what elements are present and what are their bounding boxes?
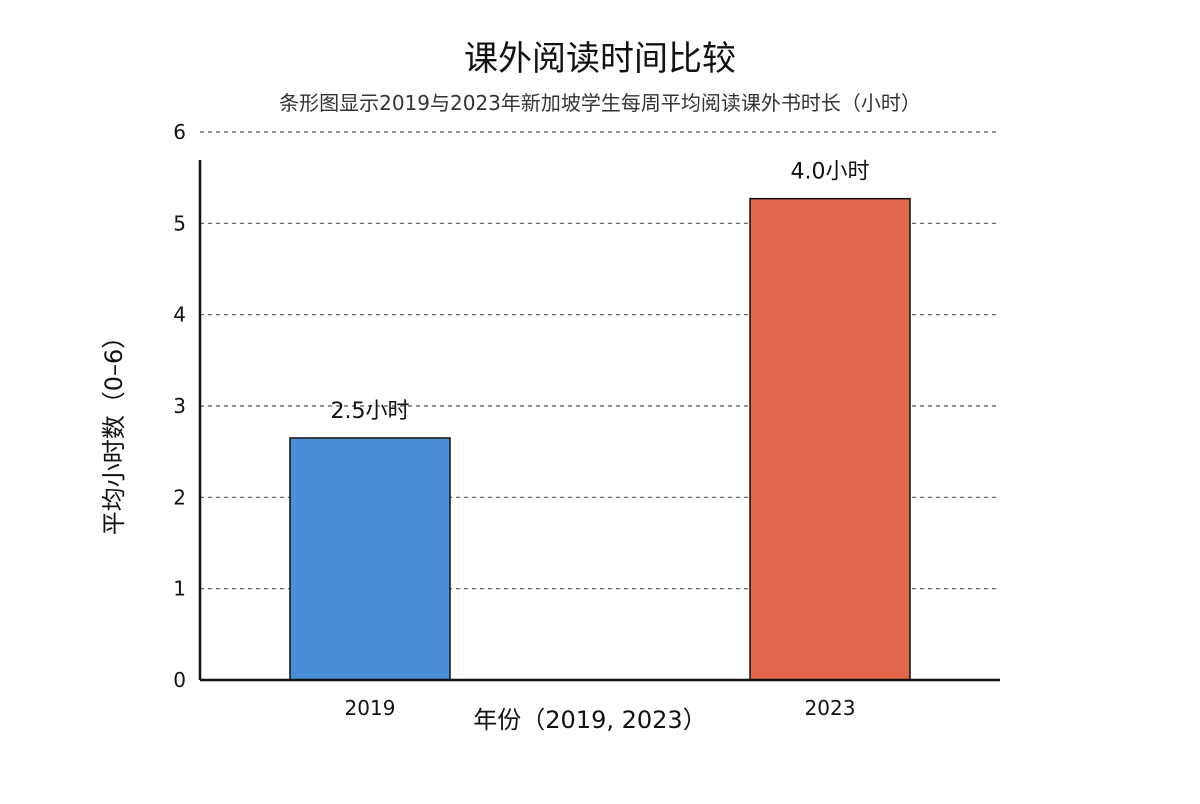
x-tick-labels: 2019 2023 — [345, 696, 856, 720]
x-tick-label-2023: 2023 — [805, 696, 856, 720]
bar-2023 — [749, 197, 911, 681]
y-axis-label: 平均小时数（0–6） — [100, 325, 128, 536]
data-labels: 2.5小时 4.0小时 — [331, 160, 870, 424]
y-tick-label: 1 — [173, 577, 186, 601]
y-tick-label: 3 — [173, 394, 186, 418]
x-tick-label-2019: 2019 — [345, 696, 396, 720]
y-tick-label: 6 — [173, 120, 186, 144]
data-label-2023: 4.0小时 — [791, 160, 870, 185]
bar-2019 — [289, 437, 451, 681]
y-tick-label: 0 — [173, 668, 186, 692]
chart-title: 课外阅读时间比较 — [464, 39, 736, 79]
bars — [289, 197, 911, 681]
data-label-2019: 2.5小时 — [331, 399, 410, 424]
y-tick-label: 5 — [173, 211, 186, 235]
chart-subtitle: 条形图显示2019与2023年新加坡学生每周平均阅读课外书时长（小时） — [279, 91, 921, 115]
y-tick-label: 4 — [173, 303, 186, 327]
x-axis-label: 年份（2019, 2023） — [473, 706, 706, 734]
y-tick-labels: 0 1 2 3 4 5 6 — [173, 120, 186, 692]
y-tick-label: 2 — [173, 485, 186, 509]
